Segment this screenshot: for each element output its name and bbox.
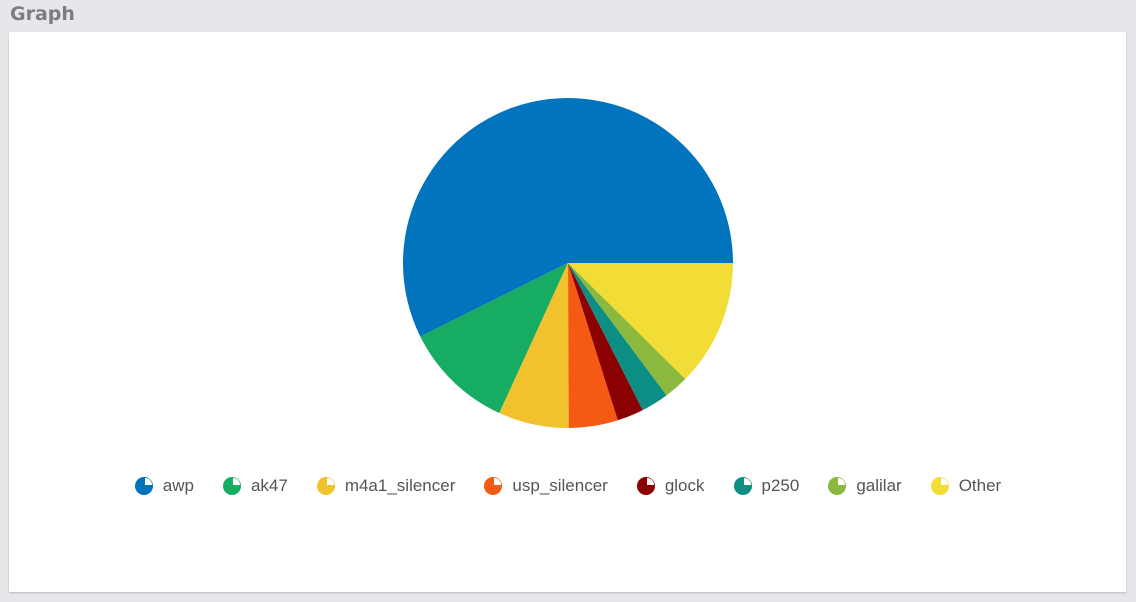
legend-icon [828,477,847,495]
pie-slice [568,263,686,396]
legend-icon-cut [326,478,334,485]
legend-label: ak47 [250,476,288,495]
legend-icon-cut [494,478,502,485]
legend-item[interactable]: galilar [827,476,902,496]
pie-slice [568,263,667,411]
legend-icon-cut [646,478,654,485]
legend-label: m4a1_silencer [344,476,456,495]
legend-icon-disc [733,477,752,495]
legend-item[interactable]: Other [930,476,1002,496]
legend-icon-cut [743,478,751,485]
legend-icon-disc [930,477,949,495]
legend-label: Other [958,476,1002,495]
legend-item[interactable]: m4a1_silencer [316,476,456,496]
legend-icon [134,477,153,495]
legend: awp ak47 m4a1_silencer usp_silencer glock p25… [9,476,1126,496]
legend-icon [316,477,335,495]
legend-label: usp_silencer [512,476,608,495]
pie-slice [402,97,734,337]
pie-slice [568,263,643,421]
legend-icon [733,477,752,495]
legend-icon-disc [636,477,655,495]
legend-label: awp [162,476,194,495]
legend-icon-disc [134,477,153,495]
legend-icon [636,477,655,495]
legend-icon-cut [144,478,152,485]
legend-icon-disc [222,477,241,495]
legend-icon-disc [484,477,503,495]
pie-slice [568,263,618,428]
legend-item[interactable]: glock [636,476,705,496]
legend-icon [222,477,241,495]
pie-chart [402,97,734,428]
legend-item[interactable]: usp_silencer [483,476,608,496]
panel-title: Graph [10,3,75,25]
legend-icon-disc [316,477,335,495]
pie-slice [568,263,733,380]
legend-item[interactable]: awp [134,476,194,496]
legend-item[interactable]: p250 [733,476,800,496]
legend-icon-cut [838,478,846,485]
panel: awp ak47 m4a1_silencer usp_silencer glock p25… [9,32,1126,592]
legend-icon-disc [828,477,847,495]
legend-icon [930,477,949,495]
pie-slice [499,263,569,428]
legend-label: p250 [761,476,800,495]
legend-item[interactable]: ak47 [222,476,288,496]
legend-icon [484,477,503,495]
legend-label: glock [664,476,705,495]
legend-icon-cut [232,478,240,485]
legend-icon-cut [940,478,948,485]
legend-label: galilar [856,476,902,495]
pie-slice [420,263,568,414]
